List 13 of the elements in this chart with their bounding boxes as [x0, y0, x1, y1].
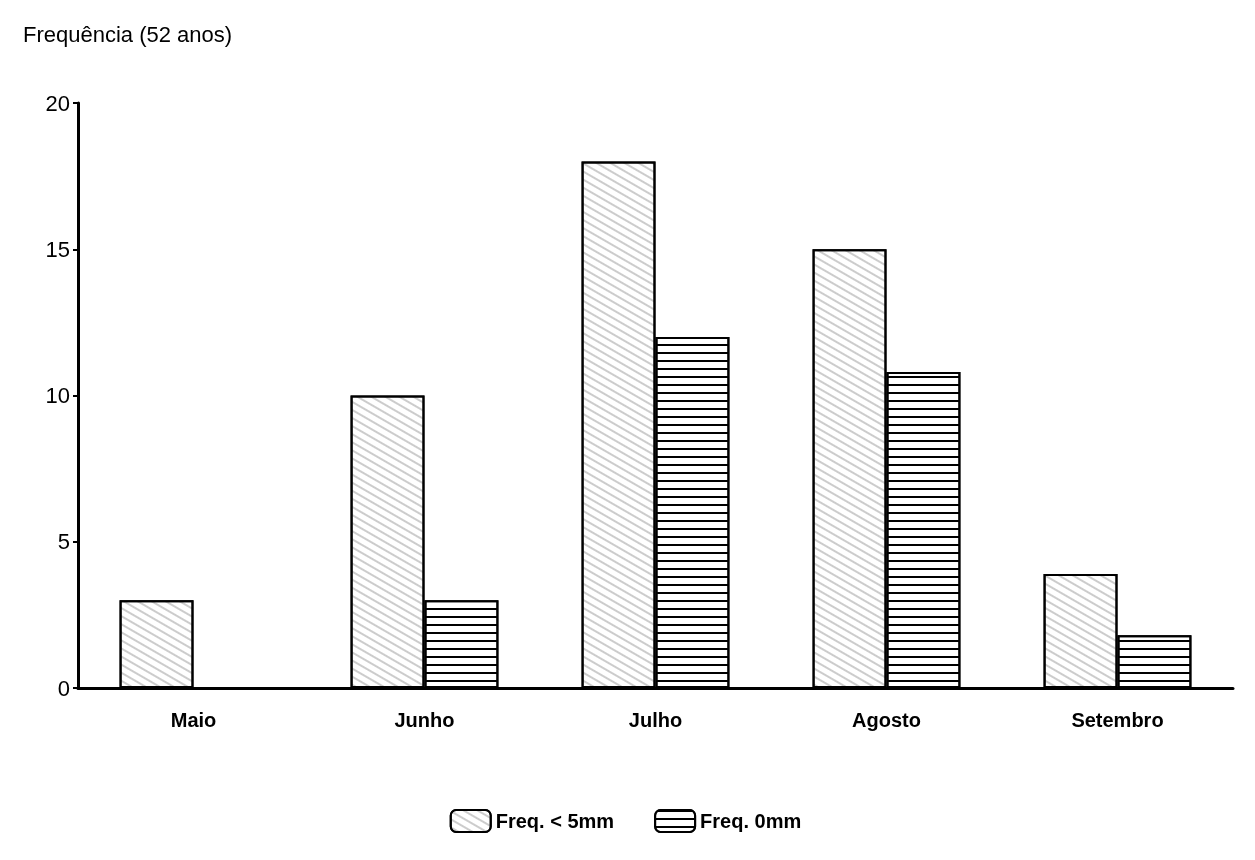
x-tick-label: Setembro: [1071, 709, 1164, 731]
y-tick-label: 10: [45, 383, 70, 408]
x-tick-label: Julho: [628, 709, 683, 731]
x-tick-label: Agosto: [852, 709, 921, 731]
x-tick-label: Maio: [170, 709, 217, 731]
x-tick-label: Junho: [394, 709, 455, 731]
y-tick-label: 0: [57, 675, 70, 701]
y-axis-title: Frequência (52 anos): [23, 21, 233, 47]
y-tick-label: 20: [45, 90, 70, 116]
y-tick-label: 15: [45, 236, 70, 262]
legend-label: Freq. 0mm: [700, 810, 802, 832]
legend-label: Freq. < 5mm: [495, 810, 615, 832]
y-tick-label: 5: [57, 529, 70, 555]
